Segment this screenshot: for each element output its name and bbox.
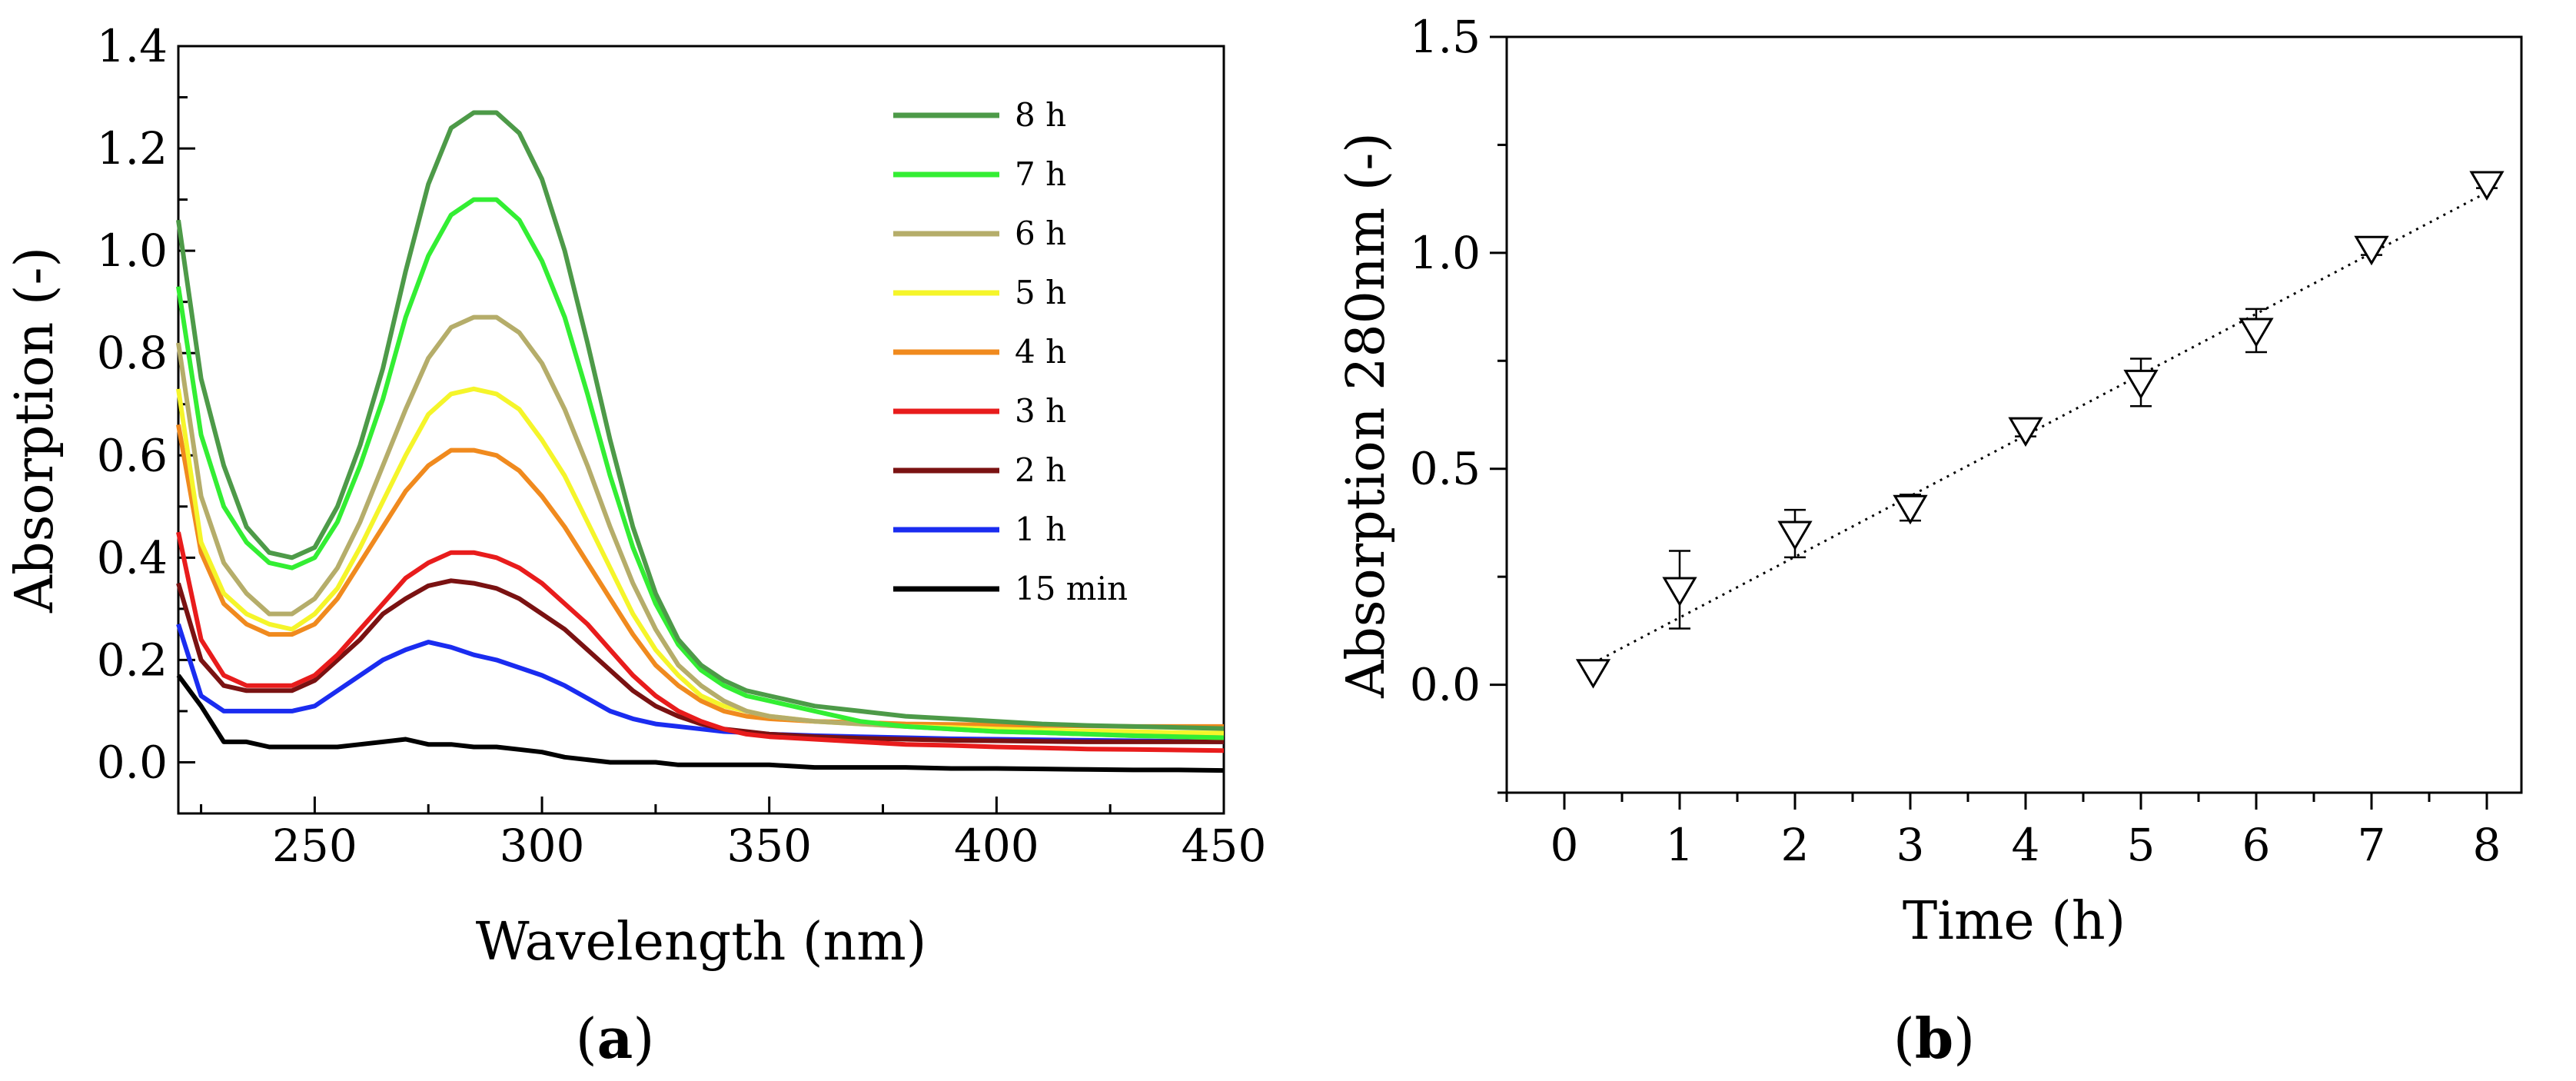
panel-b-x-tick-label: 4 [2012,819,2040,871]
panel-b-x-axis-title: Time (h) [1903,891,2126,952]
panel-a-absorption-spectra: 250 300 350 400 4500.00.20.40.60.81.01.21.4 … [5,20,1266,1071]
series-line-4-h [176,424,1224,729]
panel-b-data-points [1575,171,2505,689]
panel-b-x-tick-label: 6 [2242,819,2271,871]
data-point-triangle [1662,577,1697,607]
data-point-triangle [2008,417,2043,447]
series-line-3-h [176,531,1225,753]
series-line-5-h [176,386,1225,736]
data-point-triangle [1893,494,1928,525]
legend-label: 4 h [1015,333,1066,371]
panel-b-y-axis-title: Absorption 280nm (-) [1336,132,1397,699]
legend-label: 5 h [1015,274,1066,311]
panel-a-y-tick-label: 0.6 [97,429,168,481]
panel-b-axis-ticks: 0 1 2 3 4 5 6 7 8 0.0 0.5 1.0 1.5 [1410,11,2501,871]
panel-a-y-tick-label: 0.8 [97,327,168,379]
legend-label: 8 h [1015,96,1066,134]
panel-b-y-tick-label: 0.0 [1410,659,1481,711]
panel-b-x-tick-label: 2 [1781,819,1810,871]
panel-a-x-tick-label: 250 [272,820,357,872]
legend-label: 2 h [1015,451,1066,489]
panel-a-y-tick-label: 0.2 [97,634,168,686]
panel-a-x-tick-label: 300 [500,820,585,872]
panel-a-y-tick-label: 0.4 [97,531,168,584]
panel-b-x-tick-label: 5 [2127,819,2156,871]
data-point-triangle [2469,171,2505,201]
panel-a-legend: 8 h 7 h 6 h 5 h 4 h 3 h 2 h 1 h 15 min [893,96,1128,607]
panel-b-label: (b) [1893,1006,1976,1071]
data-point-triangle [2123,369,2159,400]
panel-b-x-tick-label: 3 [1896,819,1925,871]
panel-b-y-tick-label: 1.5 [1410,11,1481,63]
legend-label: 6 h [1015,215,1066,252]
series-line-8-h [176,110,1225,731]
series-line-2-h [176,578,1224,744]
panel-a-x-tick-label: 400 [954,820,1039,872]
series-line-15-min [176,674,1225,773]
panel-b-y-tick-label: 0.5 [1410,443,1481,495]
panel-a-x-axis-title: Wavelength (nm) [476,912,927,973]
panel-b-label-letter: b [1915,1006,1953,1071]
legend-label: 15 min [1015,570,1128,607]
panel-a-y-tick-label: 1.2 [97,122,168,175]
panel-b-plot-frame [1505,35,2523,794]
legend-label: 1 h [1015,511,1066,548]
panel-b-x-tick-label: 1 [1666,819,1694,871]
panel-a-x-tick-label: 450 [1182,820,1267,872]
legend-label: 3 h [1015,392,1066,430]
panel-a-label: (a) [576,1006,655,1071]
data-point-triangle [2354,235,2389,266]
legend-label: 7 h [1015,155,1066,193]
data-point-triangle [1575,659,1611,689]
panel-a-y-tick-label: 0.0 [97,736,168,788]
panel-a-y-tick-label: 1.4 [97,20,168,72]
panel-b-absorption-vs-time: 0 1 2 3 4 5 6 7 8 0.0 0.5 1.0 1.5 Time (h) Absorptio… [1336,11,2523,1071]
panel-a-x-tick-label: 350 [726,820,812,872]
panel-b-x-tick-label: 8 [2473,819,2501,871]
series-line-7-h [176,197,1225,740]
panel-a-label-letter: a [597,1006,633,1071]
panel-b-x-tick-label: 0 [1551,819,1579,871]
trendline [1592,191,2488,664]
panel-b-x-tick-label: 7 [2358,819,2386,871]
panel-a-y-tick-label: 1.0 [97,225,168,277]
panel-a-series-lines [176,110,1225,773]
data-point-triangle [2239,318,2274,348]
panel-a-y-axis-title: Absorption (-) [5,247,65,614]
panel-a-axis-ticks: 250 300 350 400 450 0.0 0.2 0.4 0.6 0.8 1.0 1.2 1.4 [97,20,1267,872]
panel-b-y-tick-label: 1.0 [1410,227,1481,279]
data-point-triangle [1777,521,1813,550]
